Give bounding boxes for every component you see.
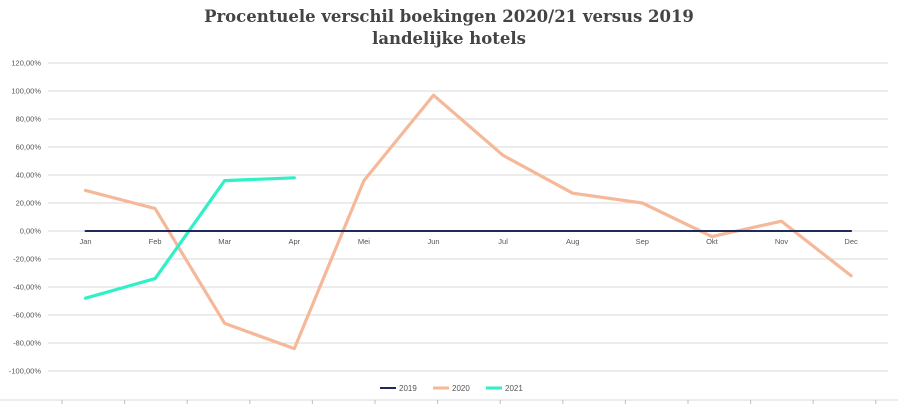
- y-tick-label: -100,00%: [9, 367, 41, 376]
- x-tick-label: Aug: [566, 237, 579, 246]
- legend-label-2019: 2019: [399, 384, 417, 393]
- legend-label-2021: 2021: [505, 384, 523, 393]
- y-tick-label: -40,00%: [13, 283, 41, 292]
- x-tick-label: Mar: [218, 237, 231, 246]
- chart-title-line-1: Procentuele verschil boekingen 2020/21 v…: [204, 7, 694, 26]
- y-tick-label: 80,00%: [16, 115, 42, 124]
- x-tick-label: Apr: [288, 237, 300, 246]
- y-tick-label: -20,00%: [13, 255, 41, 264]
- chart-title-line-2: landelijke hotels: [372, 29, 526, 48]
- series-line-2020: [83, 93, 853, 351]
- y-tick-label: -60,00%: [13, 311, 41, 320]
- x-tick-label: Nov: [775, 237, 789, 246]
- y-tick-label: 120,00%: [11, 59, 41, 68]
- x-tick-label: Feb: [149, 237, 162, 246]
- series-line-2021: [83, 176, 296, 300]
- y-tick-label: 60,00%: [16, 143, 42, 152]
- x-tick-label: Jul: [498, 237, 508, 246]
- x-tick-label: Mei: [358, 237, 370, 246]
- x-tick-label: Jun: [427, 237, 439, 246]
- x-tick-label: Sep: [636, 237, 649, 246]
- y-tick-label: 20,00%: [16, 199, 42, 208]
- legend-label-2020: 2020: [452, 384, 470, 393]
- x-tick-label: Dec: [844, 237, 858, 246]
- y-tick-label: 100,00%: [11, 87, 41, 96]
- chart-title: Procentuele verschil boekingen 2020/21 v…: [0, 6, 898, 50]
- x-tick-label: Okt: [706, 237, 719, 246]
- y-tick-label: 40,00%: [16, 171, 42, 180]
- y-tick-label: 0,00%: [20, 227, 42, 236]
- x-tick-label: Jan: [79, 237, 91, 246]
- y-tick-label: -80,00%: [13, 339, 41, 348]
